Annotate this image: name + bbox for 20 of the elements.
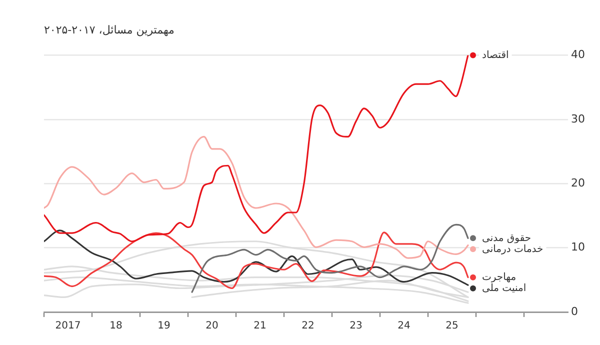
x-tick-label: 19	[158, 320, 170, 332]
x-tick-label: 2017	[55, 320, 81, 332]
x-tick-label: 22	[302, 320, 314, 332]
legend-label: خدمات درمانی	[482, 244, 544, 255]
y-tick-label: 40	[571, 48, 586, 62]
x-tick-label: 24	[398, 320, 410, 332]
legend-label: حقوق مدنی	[482, 232, 532, 244]
x-tick-label: 20	[206, 320, 218, 332]
legend-label: امنیت ملی	[482, 282, 526, 294]
x-tick-label: 25	[446, 320, 458, 332]
y-tick-label: 30	[571, 112, 586, 126]
chart-title: مهمترین مسائل، ۲۰۱۷-۲۰۲۵	[44, 23, 175, 36]
y-tick-label: 10	[571, 240, 586, 254]
legend-label: اقتصاد	[482, 50, 509, 61]
x-tick-label: 21	[254, 320, 266, 332]
y-tick-label: 0	[571, 304, 578, 318]
x-tick-label: 18	[110, 320, 122, 332]
x-tick-label: 23	[350, 320, 362, 332]
legend-label: مهاجرت	[482, 272, 516, 283]
y-tick-label: 20	[571, 176, 586, 190]
